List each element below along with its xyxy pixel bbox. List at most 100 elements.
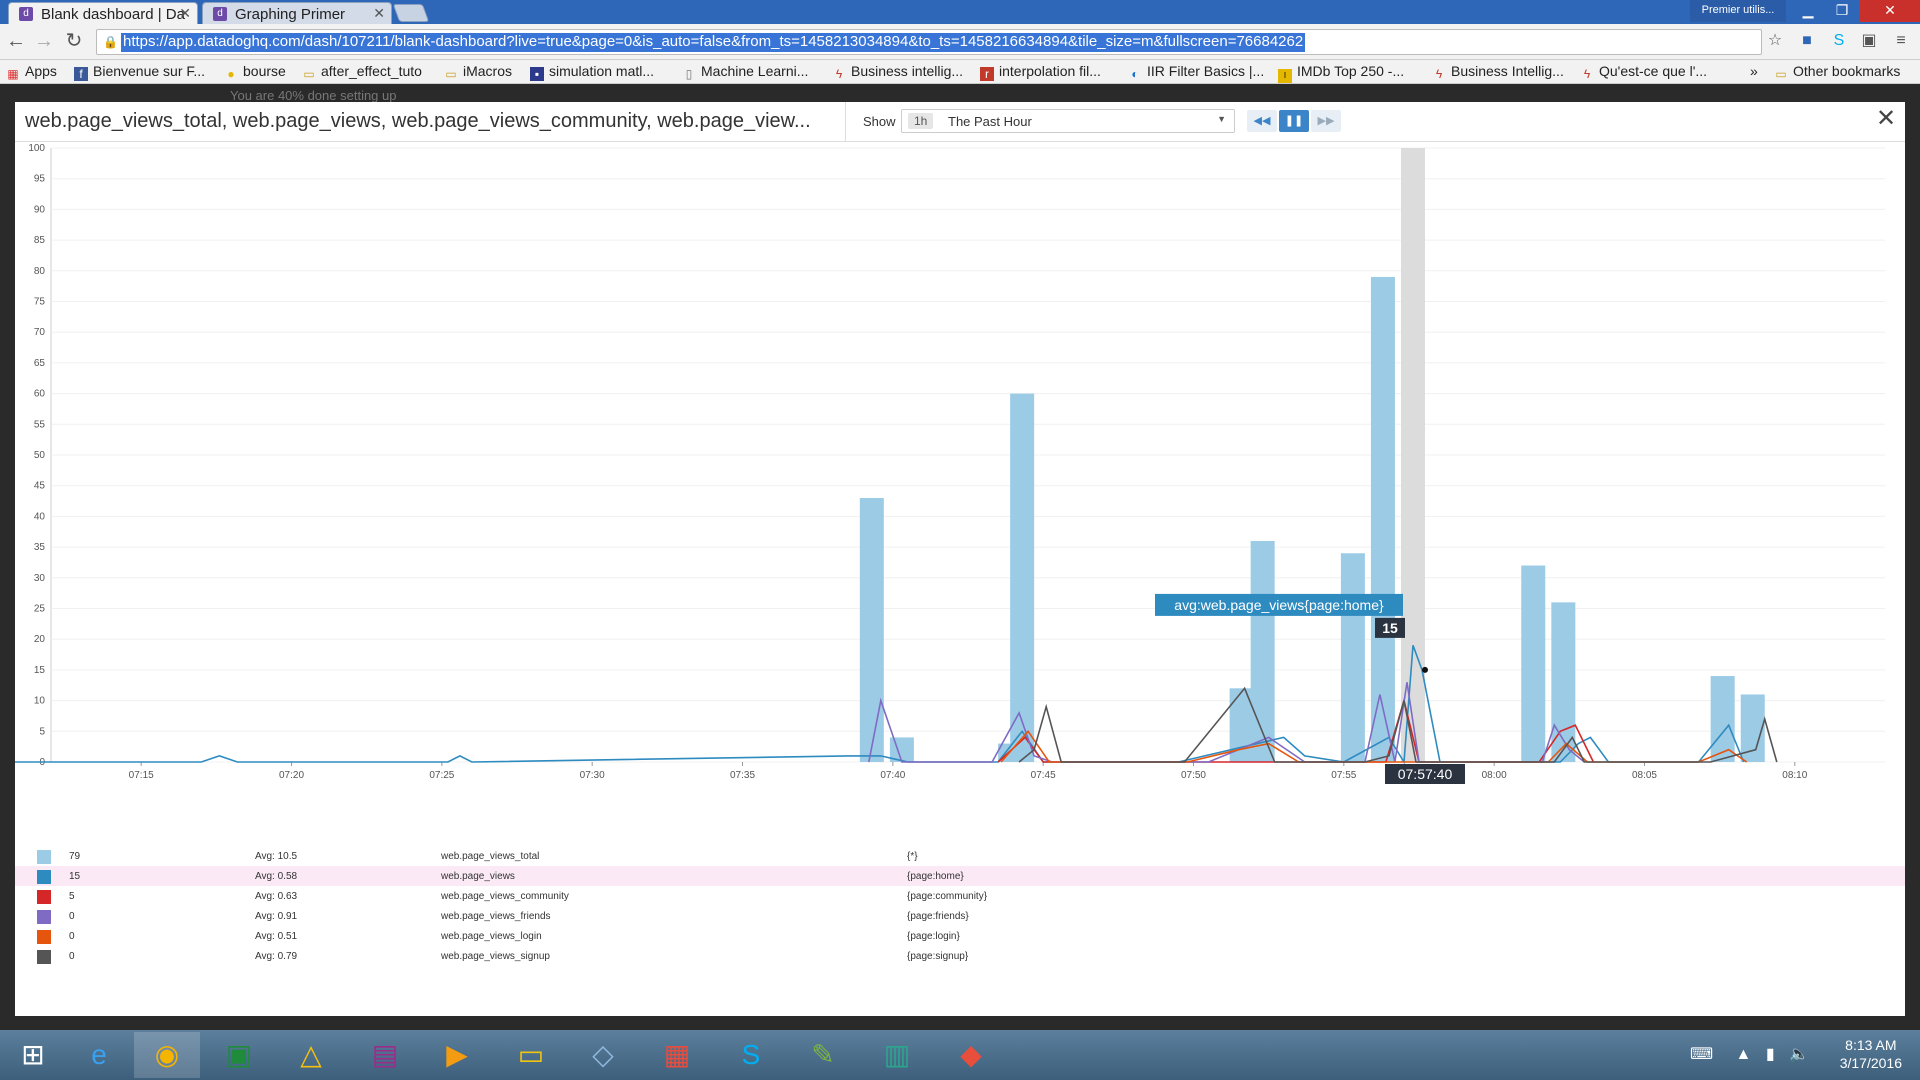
- bookmark-item[interactable]: I IMDb Top 250 -...: [1278, 63, 1404, 83]
- bookmark-item[interactable]: f Bienvenue sur F...: [74, 63, 205, 81]
- menu-icon[interactable]: ≡: [1896, 32, 1906, 49]
- bookmark-item[interactable]: r interpolation fil...: [980, 63, 1101, 81]
- tab-bar: d Blank dashboard | Da ✕ d Graphing Prim…: [0, 0, 1920, 24]
- legend-row[interactable]: 79 Avg: 10.5 web.page_views_total {*}: [15, 846, 1905, 866]
- bookmark-item[interactable]: ◐ IIR Filter Basics |...: [1128, 63, 1264, 81]
- legend-row[interactable]: 15 Avg: 0.58 web.page_views {page:home}: [15, 866, 1905, 886]
- restore-icon[interactable]: ❐: [1835, 2, 1849, 18]
- skype-extension-icon[interactable]: S: [1833, 32, 1845, 49]
- media-player-icon[interactable]: ▶: [446, 1039, 468, 1070]
- reload-icon[interactable]: ↻: [65, 30, 83, 52]
- fast-forward-icon[interactable]: ▶▶: [1311, 110, 1341, 132]
- forward-icon[interactable]: →: [34, 30, 54, 52]
- bookmarks-overflow[interactable]: »: [1750, 63, 1758, 79]
- browser-chrome: d Blank dashboard | Da ✕ d Graphing Prim…: [0, 0, 1920, 84]
- legend-row[interactable]: 5 Avg: 0.63 web.page_views_community {page:…: [15, 886, 1905, 906]
- windows-start-icon[interactable]: ⊞: [21, 1039, 45, 1070]
- y-tick-label: 75: [34, 297, 46, 308]
- bookmark-apps[interactable]: ▦ Apps: [7, 63, 57, 81]
- series-line: [15, 645, 1745, 765]
- y-tick-label: 65: [34, 358, 46, 369]
- y-tick-label: 85: [34, 235, 46, 246]
- profile-button[interactable]: Premier utilis...: [1690, 0, 1786, 22]
- tab-close-icon[interactable]: ✕: [179, 5, 191, 21]
- legend-swatch: [37, 870, 51, 884]
- tab-graphing-primer[interactable]: d Graphing Primer ✕: [202, 2, 392, 24]
- tooltip-label: avg:web.page_views{page:home}: [1174, 597, 1384, 613]
- apps-grid-icon[interactable]: ▦: [663, 1039, 691, 1070]
- extension-icon[interactable]: ■: [1802, 32, 1812, 49]
- notepad-icon[interactable]: ✎: [811, 1039, 835, 1070]
- timeseries-chart[interactable]: 100 95 90 85 80 75 70 65 60 55 50 45 40 35 30 25 20 15 10 5…: [15, 142, 1905, 846]
- back-icon[interactable]: ←: [6, 30, 26, 52]
- winrar-icon[interactable]: ▤: [371, 1039, 399, 1070]
- legend-row[interactable]: 0 Avg: 0.51 web.page_views_login {page:logi…: [15, 926, 1905, 946]
- taskbar-clock[interactable]: 8:13 AM 3/17/2016: [1840, 1036, 1902, 1072]
- minimize-icon[interactable]: ▁: [1802, 2, 1814, 18]
- legend-row[interactable]: 0 Avg: 0.91 web.page_views_friends {page:fr…: [15, 906, 1905, 926]
- bookmark-item[interactable]: ϟ Business intellig...: [832, 63, 963, 81]
- google-drive-icon[interactable]: △: [300, 1039, 322, 1070]
- y-tick-label: 80: [34, 266, 46, 277]
- close-icon[interactable]: ✕: [1875, 105, 1897, 132]
- git-icon[interactable]: ◆: [960, 1039, 982, 1070]
- star-icon[interactable]: ☆: [1767, 32, 1783, 49]
- y-tick-label: 25: [34, 604, 46, 615]
- x-tick-label: 07:45: [1031, 770, 1056, 781]
- page-icon: ▯: [685, 67, 693, 81]
- y-tick-label: 100: [28, 143, 45, 154]
- bookmark-folder[interactable]: ▭ iMacros: [445, 63, 513, 81]
- internet-explorer-icon[interactable]: e: [91, 1039, 107, 1070]
- file-explorer-icon[interactable]: ▭: [517, 1039, 545, 1070]
- timeframe-label: The Past Hour: [948, 114, 1032, 129]
- pause-icon[interactable]: ❚❚: [1279, 110, 1309, 132]
- y-tick-label: 5: [39, 726, 45, 737]
- legend-swatch: [37, 850, 51, 864]
- y-tick-label: 15: [34, 665, 46, 676]
- system-tray: ⌨ ▲ ▮ 🔈: [1690, 1044, 1809, 1064]
- volume-icon[interactable]: 🔈: [1789, 1046, 1810, 1063]
- bookmark-item[interactable]: ▯ Machine Learni...: [682, 63, 809, 81]
- other-bookmarks[interactable]: ▭ Other bookmarks: [1775, 63, 1901, 81]
- facebook-icon: f: [74, 67, 88, 81]
- bookmark-item[interactable]: ϟ Business Intellig...: [1432, 63, 1564, 81]
- y-tick-label: 70: [34, 327, 46, 338]
- legend-scope: {*}: [907, 851, 918, 862]
- chevron-up-icon[interactable]: ▲: [1735, 1046, 1752, 1063]
- legend-value: 5: [69, 891, 75, 902]
- windows-taskbar: ⊞ e ◉ ▣ △ ▤ ▶ ▭ ◇ ▦ S ✎ ▥ ◆ ⌨ ▲ ▮ 🔈 8:13…: [0, 1030, 1920, 1080]
- url-text[interactable]: https://app.datadoghq.com/dash/107211/bl…: [121, 33, 1306, 52]
- omnibox[interactable]: 🔒 https://app.datadoghq.com/dash/107211/…: [96, 29, 1762, 55]
- virtualbox-icon[interactable]: ◇: [592, 1039, 614, 1070]
- timeframe-select[interactable]: 1h The Past Hour ▼: [901, 109, 1235, 133]
- legend-metric-name: web.page_views_friends: [441, 911, 551, 922]
- rewind-icon[interactable]: ◀◀: [1247, 110, 1277, 132]
- chrome-icon[interactable]: ◉: [134, 1032, 200, 1078]
- x-tick-label: 07:35: [730, 770, 755, 781]
- bookmark-item[interactable]: ▪ simulation matl...: [530, 63, 654, 81]
- legend-value: 15: [69, 871, 81, 882]
- legend-average: Avg: 10.5: [255, 851, 298, 862]
- x-tick-label: 07:25: [429, 770, 454, 781]
- excel-icon[interactable]: ▣: [225, 1039, 253, 1070]
- bookmark-folder[interactable]: ▭ after_effect_tuto: [303, 63, 422, 81]
- show-label: Show: [863, 114, 896, 129]
- bookmark-item[interactable]: ● bourse: [224, 63, 285, 81]
- tab-blank-dashboard[interactable]: d Blank dashboard | Da ✕: [8, 2, 198, 24]
- timeframe-badge: 1h: [908, 113, 934, 129]
- extension-icon[interactable]: ▣: [1861, 32, 1877, 49]
- tab-close-icon[interactable]: ✕: [373, 5, 385, 21]
- legend-scope: {page:friends}: [907, 911, 969, 922]
- legend-swatch: [37, 930, 51, 944]
- bar: [1551, 602, 1576, 762]
- window-close-icon[interactable]: ✕: [1860, 0, 1920, 22]
- legend-row[interactable]: 0 Avg: 0.79 web.page_views_signup {page:sig…: [15, 946, 1905, 966]
- new-tab-button[interactable]: [392, 4, 430, 22]
- keyboard-icon[interactable]: ⌨: [1690, 1046, 1714, 1063]
- battery-icon[interactable]: ▮: [1765, 1046, 1775, 1063]
- y-tick-label: 50: [34, 450, 46, 461]
- bookmark-item[interactable]: ϟ Qu'est-ce que l'...: [1580, 63, 1707, 81]
- setup-progress-text: You are 40% done setting up: [230, 88, 397, 103]
- presentation-icon[interactable]: ▥: [883, 1039, 911, 1070]
- skype-icon[interactable]: S: [741, 1039, 761, 1070]
